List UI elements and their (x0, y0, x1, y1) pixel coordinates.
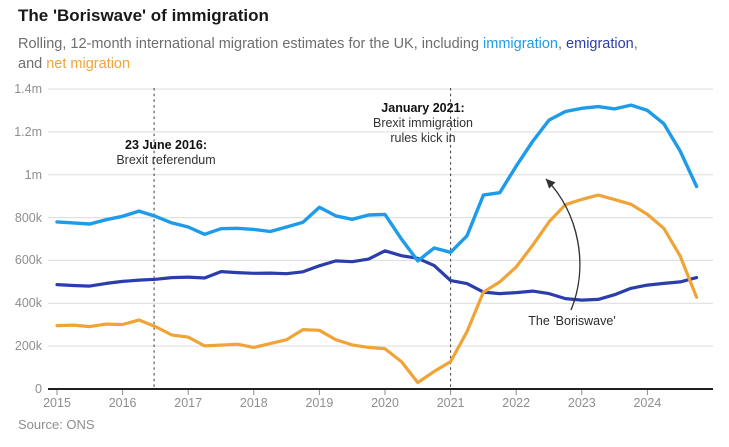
subtitle-text: Rolling, 12-month international migratio… (18, 36, 484, 52)
emigration-line (55, 249, 699, 302)
y-axis-label: 800k (14, 210, 42, 225)
callout-arrow (545, 178, 581, 311)
x-axis-label: 2022 (502, 396, 531, 410)
x-axis-label: 2015 (43, 396, 71, 410)
event-annotation-date: January 2021: (381, 101, 465, 115)
y-axis-label: 200k (14, 339, 42, 354)
x-axis-label: 2019 (305, 396, 334, 410)
x-axis-label: 2020 (371, 396, 399, 410)
x-axis-label: 2017 (174, 396, 203, 410)
x-axis-label: 2023 (567, 396, 596, 410)
chart-subtitle: Rolling, 12-month international migratio… (18, 34, 713, 74)
x-axis-label: 2021 (436, 396, 465, 410)
y-axis-label: 600k (14, 253, 42, 268)
subtitle-text: , (633, 36, 638, 52)
boriswave-callout-label: The 'Boriswave' (528, 314, 616, 328)
event-annotation: 23 June 2016: Brexit referendum (91, 138, 241, 168)
event-annotation: January 2021: Brexit immigration rules kic… (348, 101, 498, 146)
event-annotation-text: Brexit immigration (372, 116, 474, 130)
y-axis-label: 400k (14, 296, 42, 311)
x-axis-label: 2016 (108, 396, 137, 410)
immigration-line (55, 103, 699, 263)
event-annotation-date: 23 June 2016: (125, 138, 207, 152)
event-annotation-text: Brexit referendum (116, 153, 216, 167)
subtitle-text: , (557, 36, 567, 52)
legend-keyword: emigration (566, 36, 634, 52)
y-axis-label: 1.2m (14, 124, 42, 139)
event-annotation-text: rules kick in (390, 131, 456, 145)
x-axis-label: 2018 (239, 396, 268, 410)
subtitle-text: and (18, 56, 47, 72)
x-axis-label: 2024 (633, 396, 662, 410)
y-axis-label: 0 (35, 382, 42, 396)
net-migration-line (55, 193, 699, 385)
legend-keyword: net migration (46, 56, 131, 72)
chart-title: The 'Boriswave' of immigration (18, 6, 269, 25)
source-note: Source: ONS (18, 417, 95, 432)
legend-keyword: immigration (483, 36, 558, 52)
y-axis-label: 1m (24, 167, 42, 182)
y-axis-label: 1.4m (14, 82, 42, 96)
